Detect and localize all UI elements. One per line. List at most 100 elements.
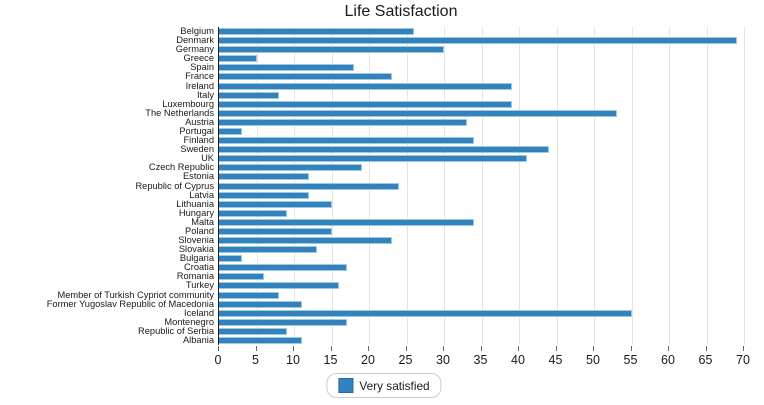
y-axis-label: Republic of Serbia: [138, 325, 214, 336]
x-tick-label: 20: [361, 353, 375, 367]
bar: [219, 273, 264, 281]
gridline: [669, 27, 670, 345]
y-axis-label: Finland: [183, 135, 215, 146]
gridline: [594, 27, 595, 345]
bar: [219, 291, 279, 299]
x-tick: [480, 346, 482, 351]
y-axis-label: France: [185, 71, 214, 82]
x-tick: [293, 346, 294, 351]
y-axis-label: Former Yugoslav Republic of Macedonia: [46, 298, 214, 309]
bar: [219, 227, 332, 235]
x-tick: [255, 346, 257, 351]
x-tick-label: 25: [398, 353, 413, 367]
x-tick: [330, 346, 332, 351]
bar: [219, 55, 257, 63]
bar: [219, 336, 302, 344]
x-tick: [218, 346, 219, 351]
bar: [219, 164, 362, 172]
y-axis-label: Hungary: [178, 207, 214, 218]
y-axis-label: Iceland: [184, 307, 214, 318]
y-axis-labels: Belgium Denmark Germany Greece Spain France Ir…: [0, 26, 215, 345]
legend-label: Very satisfied: [359, 378, 430, 393]
y-axis-label: Bulgaria: [179, 253, 214, 264]
y-axis-label: Member of Turkish Cypriot community: [57, 289, 214, 300]
x-tick: [705, 346, 707, 351]
gridline: [631, 27, 633, 345]
x-tick: [443, 346, 444, 351]
x-tick-label: 10: [286, 353, 300, 367]
bar: [219, 37, 737, 45]
y-axis-label: Albania: [182, 334, 214, 345]
y-axis-label: Ireland: [185, 80, 214, 91]
bar: [219, 327, 287, 335]
y-axis-label: Estonia: [182, 171, 214, 182]
y-axis-label: Germany: [175, 44, 214, 55]
y-axis-label: Latvia: [189, 189, 214, 200]
bar: [219, 73, 392, 81]
bar: [219, 246, 317, 254]
gridline: [481, 27, 483, 345]
x-tick: [630, 346, 632, 351]
y-axis-label: Malta: [191, 216, 214, 227]
chart-title: Life Satisfaction: [344, 3, 458, 20]
x-tick-label: 55: [623, 353, 638, 367]
y-axis-label: The Netherlands: [145, 107, 214, 118]
bar: [219, 173, 309, 181]
legend: Very satisfied: [326, 373, 442, 398]
bar: [219, 264, 347, 272]
x-tick-label: 70: [736, 353, 750, 367]
bar: [219, 218, 474, 226]
gridline: [706, 27, 708, 345]
y-axis-label: Luxembourg: [162, 98, 214, 109]
x-tick: [555, 346, 557, 351]
x-tick: [668, 346, 669, 351]
x-tick-label: 60: [661, 353, 675, 367]
bar: [219, 118, 467, 126]
bar: [219, 127, 242, 135]
y-axis-label: Lithuania: [176, 198, 214, 209]
bar: [219, 146, 549, 154]
x-tick-label: 15: [323, 353, 338, 367]
x-tick: [368, 346, 369, 351]
bar: [219, 100, 512, 108]
y-axis-label: Romania: [176, 271, 214, 282]
gridline: [556, 27, 558, 345]
y-axis-label: Sweden: [180, 144, 214, 155]
y-axis-label: Croatia: [184, 262, 214, 273]
bar: [219, 82, 512, 90]
bar: [219, 309, 632, 317]
legend-swatch-icon: [338, 378, 354, 393]
y-axis-label: Belgium: [180, 26, 214, 37]
y-axis-label: Turkey: [185, 280, 214, 291]
y-axis-label: Greece: [183, 53, 215, 64]
gridline: [444, 27, 445, 345]
x-tick: [518, 346, 519, 351]
bar: [219, 91, 279, 99]
bar: [219, 282, 339, 290]
bar: [219, 64, 354, 72]
gridline: [519, 27, 520, 345]
x-tick-label: 35: [473, 353, 488, 367]
bar: [219, 237, 392, 244]
x-tick: [405, 346, 407, 351]
bar: [219, 318, 347, 326]
bar: [219, 300, 302, 308]
x-tick-label: 50: [586, 353, 600, 367]
y-axis-label: Poland: [185, 225, 214, 236]
bar: [219, 209, 287, 217]
y-axis-label: Portugal: [179, 125, 214, 136]
gridline: [744, 27, 745, 345]
bar: [219, 191, 309, 199]
y-axis-label: Italy: [196, 89, 214, 100]
bar: [219, 109, 617, 117]
x-tick: [593, 346, 594, 351]
bar: [219, 155, 527, 163]
bar: [219, 46, 444, 54]
x-tick-label: 40: [511, 353, 525, 367]
y-axis-label: Spain: [190, 62, 214, 73]
x-tick-label: 45: [548, 353, 563, 367]
bar: [219, 255, 242, 263]
bar: [219, 182, 399, 190]
plot-area: [218, 27, 749, 345]
